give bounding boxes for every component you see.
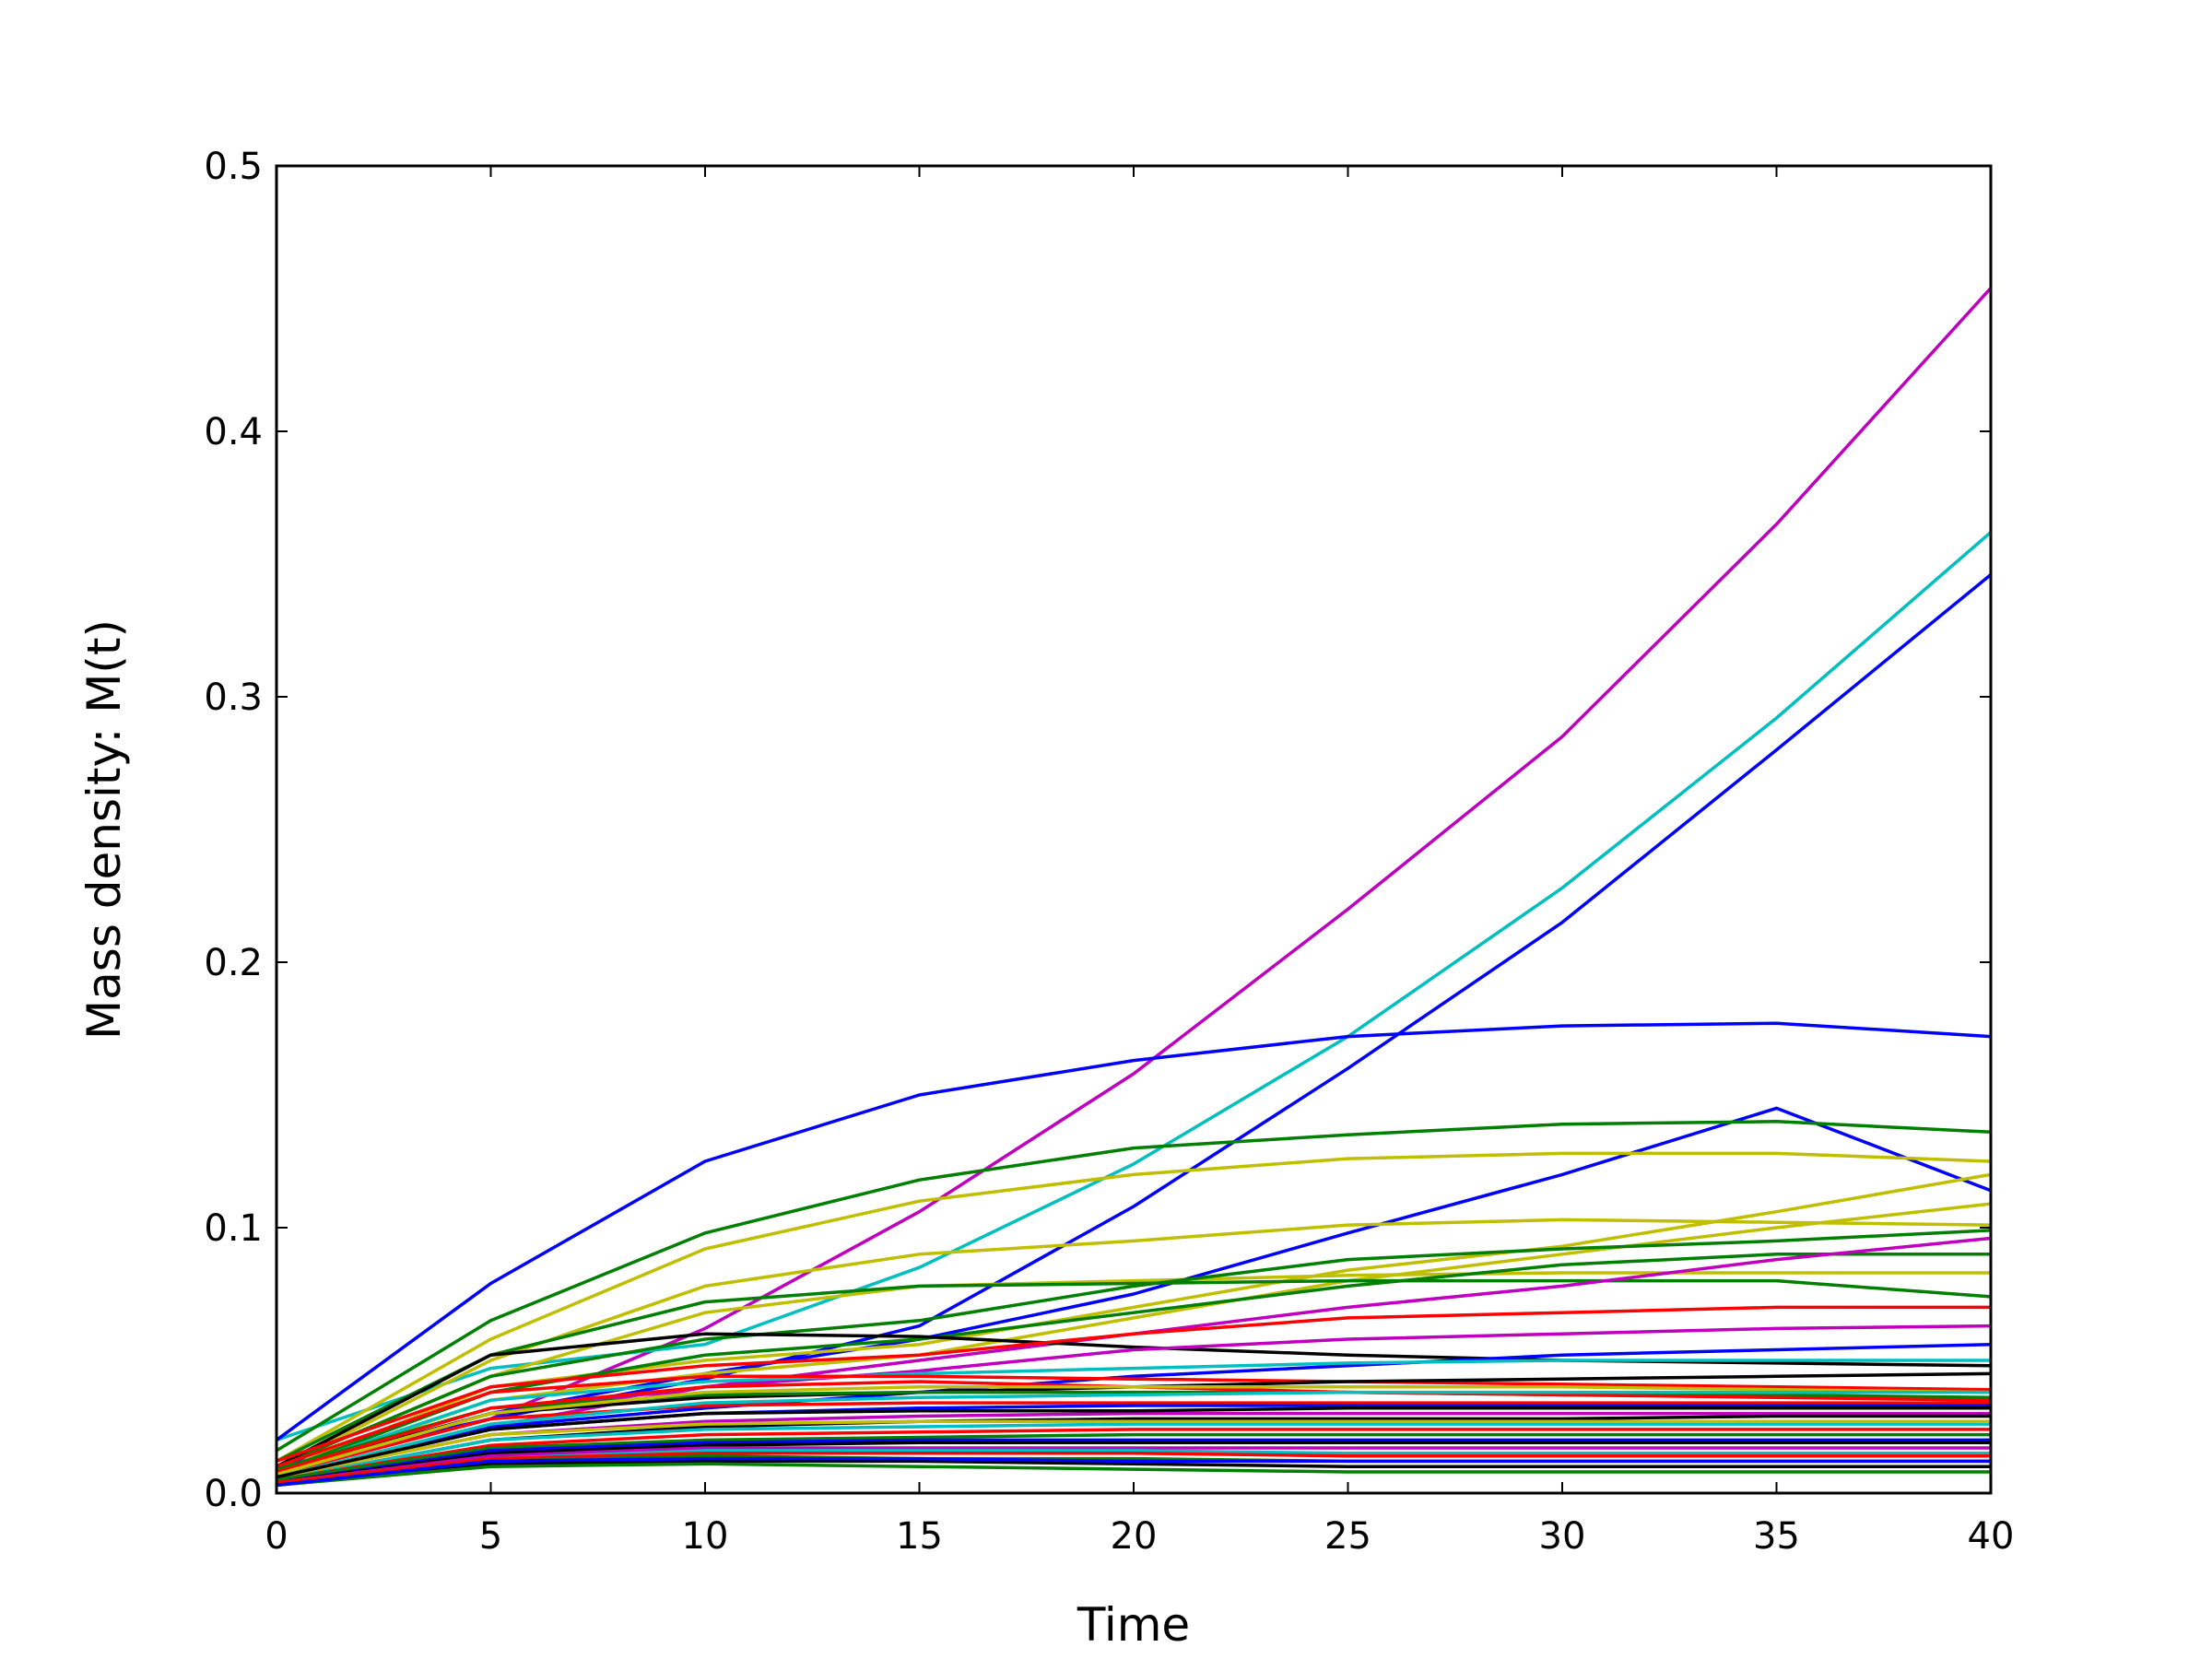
series-line-40 bbox=[276, 1456, 1991, 1488]
series-line-23 bbox=[276, 1390, 1992, 1471]
series-line-30 bbox=[276, 1428, 1991, 1482]
series-line-16 bbox=[276, 1332, 1992, 1468]
series-line-11 bbox=[276, 1271, 1991, 1468]
series-line-4 bbox=[275, 1021, 1992, 1441]
series-line-2 bbox=[276, 531, 1993, 1442]
series-line-39 bbox=[276, 1462, 1991, 1488]
x-tick-label: 15 bbox=[896, 1515, 943, 1558]
series-line-36 bbox=[276, 1452, 1991, 1485]
series-line-31 bbox=[276, 1432, 1991, 1482]
x-tick-label: 0 bbox=[265, 1515, 288, 1558]
series-line-17 bbox=[276, 1305, 1991, 1464]
series-line-32 bbox=[276, 1438, 1991, 1485]
y-tick-label: 0.5 bbox=[204, 146, 263, 188]
y-tick-label: 0.0 bbox=[204, 1473, 263, 1515]
y-tick-label: 0.1 bbox=[204, 1207, 263, 1250]
tick-layer: 0 5 10 15 20 25 30 35 40 0.0 0.1 0.2 0.3 0.4 0.5 bbox=[204, 146, 2014, 1558]
series-line-8 bbox=[276, 1218, 1992, 1471]
series-line-38 bbox=[276, 1459, 1991, 1488]
series-line-42 bbox=[276, 1385, 1992, 1477]
y-tick-label: 0.4 bbox=[204, 411, 263, 453]
series-line-20 bbox=[276, 1359, 1991, 1474]
x-axis-title: Time bbox=[1077, 1598, 1190, 1652]
series-line-7 bbox=[276, 1151, 1992, 1463]
series-line-33 bbox=[276, 1441, 1991, 1485]
x-tick-label: 5 bbox=[479, 1515, 502, 1558]
x-tick-label: 20 bbox=[1111, 1515, 1158, 1558]
series-line-24 bbox=[276, 1401, 1991, 1477]
y-tick-label: 0.3 bbox=[204, 677, 263, 719]
series-line-44 bbox=[276, 1406, 1991, 1479]
series-line-9 bbox=[276, 1172, 1992, 1474]
x-tick-label: 10 bbox=[682, 1515, 729, 1558]
series-layer bbox=[275, 287, 1993, 1488]
x-tick-label: 25 bbox=[1324, 1515, 1371, 1558]
series-line-1 bbox=[276, 287, 1993, 1477]
series-line-19 bbox=[276, 1342, 1992, 1479]
x-tick-label: 35 bbox=[1753, 1515, 1800, 1558]
series-line-28 bbox=[276, 1422, 1991, 1482]
series-line-12 bbox=[276, 1278, 1992, 1463]
series-line-10 bbox=[276, 1202, 1992, 1477]
y-tick-label: 0.2 bbox=[204, 942, 263, 984]
series-line-6 bbox=[276, 1120, 1992, 1453]
series-line-21 bbox=[276, 1374, 1992, 1468]
series-line-34 bbox=[276, 1446, 1991, 1485]
series-line-13 bbox=[276, 1229, 1992, 1468]
x-tick-label: 30 bbox=[1539, 1515, 1586, 1558]
series-line-29 bbox=[276, 1419, 1991, 1479]
x-tick-label: 40 bbox=[1968, 1515, 2015, 1558]
series-line-43 bbox=[276, 1390, 1991, 1479]
y-axis-title: Mass density: M(t) bbox=[77, 619, 131, 1040]
